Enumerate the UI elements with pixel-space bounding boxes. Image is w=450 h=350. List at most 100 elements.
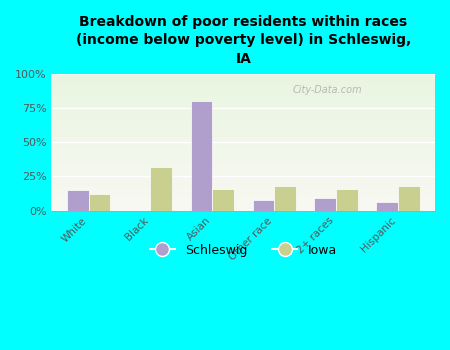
Bar [51, 110, 435, 111]
Bar [51, 135, 435, 137]
Bar [51, 140, 435, 141]
Bar [51, 161, 435, 163]
Bar [51, 149, 435, 150]
Bar [51, 168, 435, 169]
Bar [51, 86, 435, 88]
Bar [51, 181, 435, 182]
Bar [336, 189, 358, 211]
Bar [51, 89, 435, 90]
Bar [51, 107, 435, 108]
Bar [51, 209, 435, 211]
Bar [51, 208, 435, 209]
Bar [51, 85, 435, 86]
Bar [51, 84, 435, 85]
Bar [51, 187, 435, 189]
Bar [51, 141, 435, 142]
Bar [252, 199, 274, 211]
Bar [51, 88, 435, 89]
Bar [51, 92, 435, 93]
Bar [51, 160, 435, 161]
Bar [51, 157, 435, 159]
Bar [51, 152, 435, 153]
Bar [51, 79, 435, 81]
Bar [51, 126, 435, 127]
Bar [51, 112, 435, 113]
Bar [51, 204, 435, 205]
Bar [51, 103, 435, 104]
Bar [51, 120, 435, 122]
Bar [67, 190, 89, 211]
Bar [51, 122, 435, 123]
Bar [376, 202, 398, 211]
Bar [51, 164, 435, 166]
Bar [51, 190, 435, 191]
Bar [51, 148, 435, 149]
Bar [51, 186, 435, 187]
Bar [51, 123, 435, 125]
Bar [51, 194, 435, 196]
Bar [51, 108, 435, 110]
Bar [51, 101, 435, 103]
Bar [51, 77, 435, 78]
Bar [51, 74, 435, 75]
Bar [51, 196, 435, 197]
Bar [51, 197, 435, 198]
Bar [51, 201, 435, 202]
Bar [51, 199, 435, 201]
Bar [191, 101, 212, 211]
Bar [51, 93, 435, 95]
Bar [51, 184, 435, 186]
Bar [51, 96, 435, 97]
Bar [51, 142, 435, 144]
Bar [51, 104, 435, 105]
Bar [51, 191, 435, 193]
Bar [51, 118, 435, 119]
Bar [51, 119, 435, 120]
Bar [51, 189, 435, 190]
Bar [51, 167, 435, 168]
Bar [51, 125, 435, 126]
Bar [51, 205, 435, 206]
Bar [51, 138, 435, 140]
Bar [51, 98, 435, 100]
Bar [212, 189, 234, 211]
Bar [315, 198, 336, 211]
Bar [51, 116, 435, 118]
Bar [51, 183, 435, 184]
Bar [51, 206, 435, 208]
Bar [51, 75, 435, 77]
Bar [51, 176, 435, 178]
Bar [51, 174, 435, 175]
Bar [51, 105, 435, 107]
Bar [51, 163, 435, 164]
Bar [51, 175, 435, 176]
Bar [89, 194, 110, 211]
Bar [51, 94, 435, 96]
Bar [51, 97, 435, 98]
Legend: Schleswig, Iowa: Schleswig, Iowa [145, 239, 342, 262]
Bar [51, 146, 435, 148]
Bar [51, 198, 435, 200]
Bar [51, 127, 435, 128]
Bar [51, 179, 435, 181]
Bar [51, 131, 435, 133]
Bar [51, 155, 435, 156]
Bar [51, 128, 435, 130]
Bar [51, 133, 435, 134]
Bar [51, 172, 435, 174]
Bar [51, 137, 435, 138]
Bar [51, 90, 435, 92]
Bar [51, 82, 435, 84]
Bar [51, 100, 435, 101]
Bar [51, 171, 435, 172]
Bar [51, 182, 435, 183]
Bar [51, 111, 435, 112]
Bar [51, 169, 435, 171]
Text: City-Data.com: City-Data.com [293, 85, 362, 95]
Bar [51, 134, 435, 135]
Bar [51, 159, 435, 160]
Bar [51, 144, 435, 145]
Bar [51, 178, 435, 179]
Bar [51, 78, 435, 79]
Bar [398, 186, 419, 211]
